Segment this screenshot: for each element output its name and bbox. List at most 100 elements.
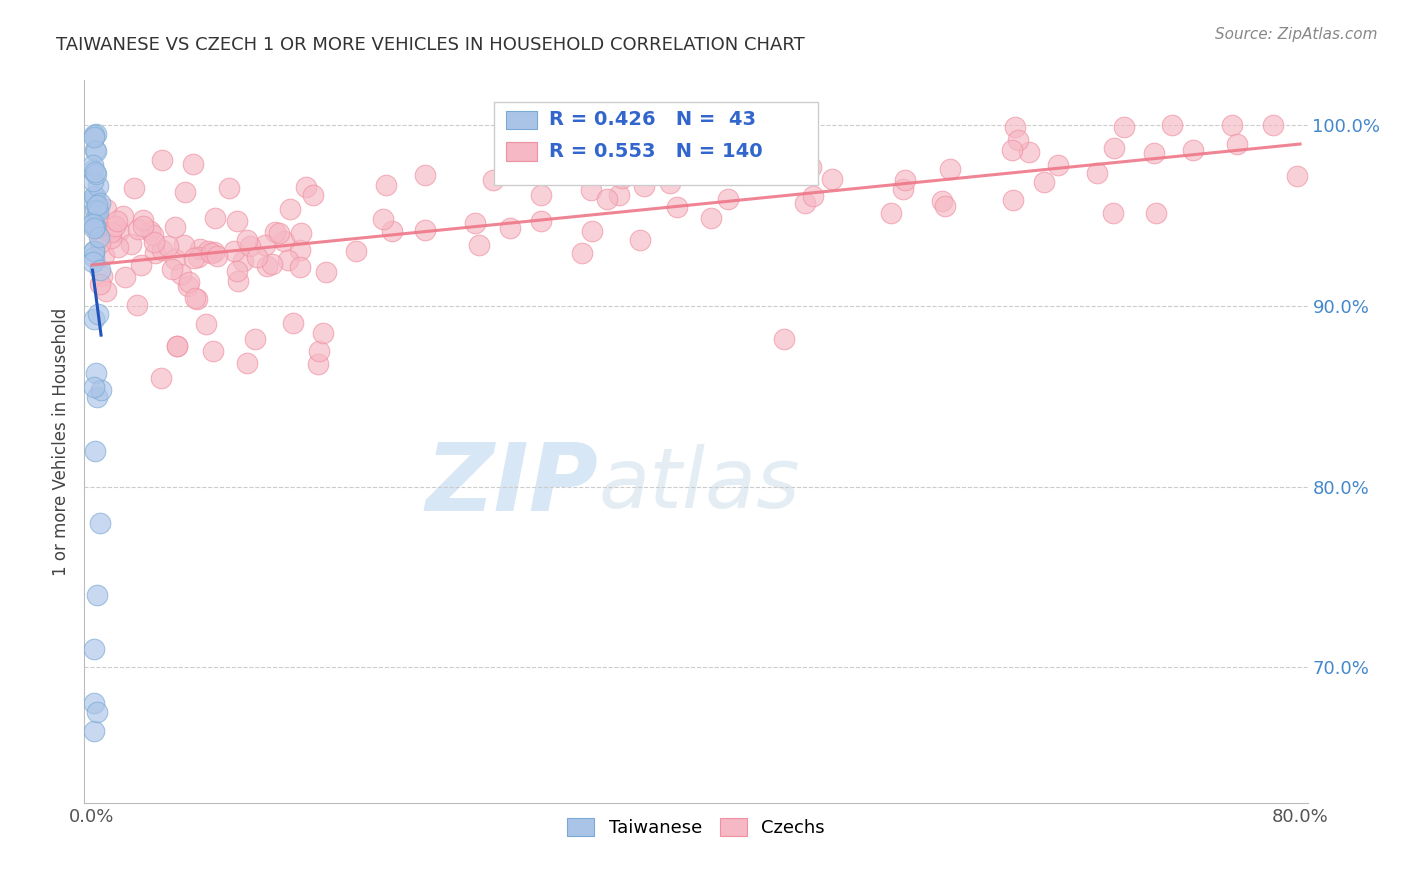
Point xyxy=(91,269,114,284)
Point xyxy=(181,157,204,171)
Point xyxy=(413,169,436,183)
Point xyxy=(530,187,553,202)
Point xyxy=(84,144,107,158)
Point xyxy=(295,179,318,194)
Point xyxy=(183,251,205,265)
Point xyxy=(82,217,104,231)
Point xyxy=(879,205,901,219)
Point xyxy=(163,220,186,235)
Point xyxy=(1263,119,1285,133)
Text: ZIP: ZIP xyxy=(425,439,598,531)
Point xyxy=(204,245,226,260)
Point xyxy=(783,139,806,153)
Point xyxy=(87,307,110,321)
Point xyxy=(142,227,165,242)
Point xyxy=(83,244,105,259)
Point xyxy=(1181,143,1204,157)
Point xyxy=(1112,120,1135,135)
Point xyxy=(1225,136,1247,151)
Point xyxy=(225,264,247,278)
Point xyxy=(173,238,195,252)
Point xyxy=(939,161,962,176)
Point xyxy=(800,160,823,174)
Point xyxy=(82,255,104,269)
Point xyxy=(129,258,152,272)
Point xyxy=(166,339,188,353)
Point xyxy=(138,224,160,238)
Point xyxy=(197,244,219,258)
Point xyxy=(666,200,689,214)
Point xyxy=(301,188,323,202)
Point xyxy=(1101,206,1123,220)
Text: TAIWANESE VS CZECH 1 OR MORE VEHICLES IN HOUSEHOLD CORRELATION CHART: TAIWANESE VS CZECH 1 OR MORE VEHICLES IN… xyxy=(56,36,806,54)
Point xyxy=(162,262,184,277)
Point xyxy=(112,209,135,223)
Point xyxy=(83,129,105,144)
Point xyxy=(700,211,723,226)
Point xyxy=(201,344,224,359)
Point xyxy=(793,196,815,211)
Point xyxy=(127,222,149,236)
Point xyxy=(100,231,122,245)
Point xyxy=(89,516,111,530)
Point xyxy=(1160,119,1182,133)
Point xyxy=(83,244,105,258)
Point xyxy=(218,181,240,195)
Point xyxy=(659,176,682,190)
Point xyxy=(801,189,824,203)
Point xyxy=(122,181,145,195)
Point xyxy=(87,204,110,219)
Point xyxy=(1032,175,1054,189)
Point xyxy=(222,244,245,258)
Point xyxy=(636,163,658,178)
Point xyxy=(156,239,179,253)
Point xyxy=(277,253,299,268)
Point xyxy=(468,238,491,252)
Point xyxy=(166,339,188,353)
Point xyxy=(253,238,276,252)
Text: atlas: atlas xyxy=(598,444,800,525)
Point xyxy=(82,194,104,209)
Point xyxy=(90,383,112,397)
Point xyxy=(83,723,105,738)
Point xyxy=(149,371,172,385)
Point xyxy=(307,357,329,371)
Point xyxy=(145,245,167,260)
Text: Source: ZipAtlas.com: Source: ZipAtlas.com xyxy=(1215,27,1378,42)
Point xyxy=(463,216,485,230)
Point xyxy=(226,213,249,227)
Point xyxy=(204,211,226,225)
Point xyxy=(83,202,105,217)
Point xyxy=(86,706,108,720)
Point xyxy=(1018,145,1040,159)
Point xyxy=(1004,120,1026,134)
Point xyxy=(267,227,290,241)
Point xyxy=(290,226,312,240)
FancyBboxPatch shape xyxy=(494,102,818,185)
Point xyxy=(200,246,222,260)
Point xyxy=(1046,158,1069,172)
Point xyxy=(187,251,209,265)
Point xyxy=(82,163,104,178)
Point xyxy=(84,443,107,458)
Point xyxy=(83,220,105,235)
Point xyxy=(100,225,122,239)
Text: R = 0.553   N = 140: R = 0.553 N = 140 xyxy=(550,142,763,161)
Point xyxy=(87,212,110,227)
Point xyxy=(83,189,105,203)
Point xyxy=(83,380,105,394)
Point xyxy=(381,224,404,238)
Point xyxy=(371,212,394,227)
Point xyxy=(83,642,105,657)
Point xyxy=(84,167,107,181)
Point xyxy=(1001,144,1024,158)
Point xyxy=(82,158,104,172)
Point xyxy=(170,268,193,282)
Point xyxy=(87,179,110,194)
Point xyxy=(820,172,842,186)
Point xyxy=(84,219,107,234)
Point xyxy=(84,145,107,159)
Point xyxy=(194,317,217,331)
Point xyxy=(142,235,165,249)
Point xyxy=(344,244,367,258)
